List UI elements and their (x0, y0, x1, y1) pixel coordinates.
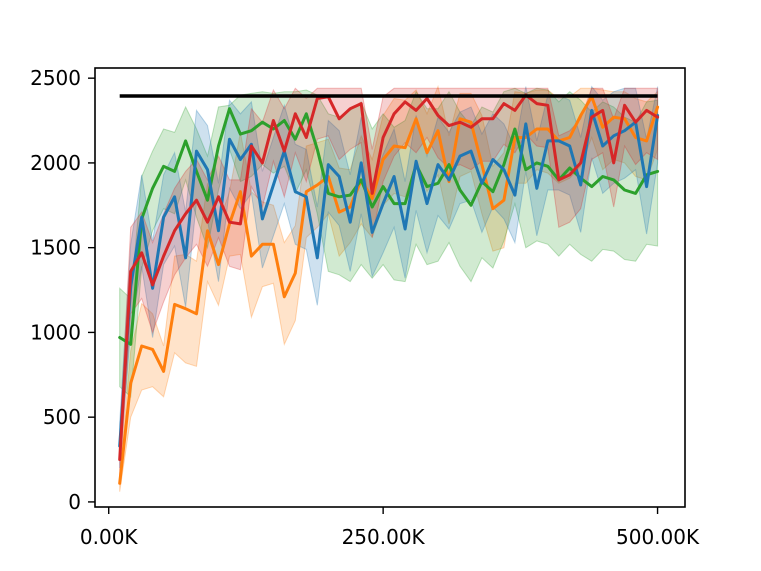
series-2-line (118, 108, 660, 448)
series-2-band (119, 85, 659, 469)
y-tick-label: 1000 (30, 320, 81, 344)
x-tick-label: 0.00K (80, 525, 139, 549)
x-tick-label: 500.00K (616, 525, 700, 549)
plot-frame (94, 67, 686, 508)
y-tick-label: 1500 (30, 236, 81, 260)
series-lines (118, 93, 660, 485)
y-tick-label: 500 (43, 405, 81, 429)
y-axis: 0 500 1000 1500 2000 2500 (30, 66, 95, 514)
series-1-line (118, 107, 660, 346)
series-3-line (118, 93, 660, 461)
x-tick-label: 250.00K (342, 525, 426, 549)
y-tick-label: 2000 (30, 151, 81, 175)
y-tick-label: 0 (68, 490, 81, 514)
series-0-line (118, 95, 660, 485)
x-axis: 0.00K 250.00K 500.00K (80, 507, 700, 549)
y-tick-label: 2500 (30, 66, 81, 90)
